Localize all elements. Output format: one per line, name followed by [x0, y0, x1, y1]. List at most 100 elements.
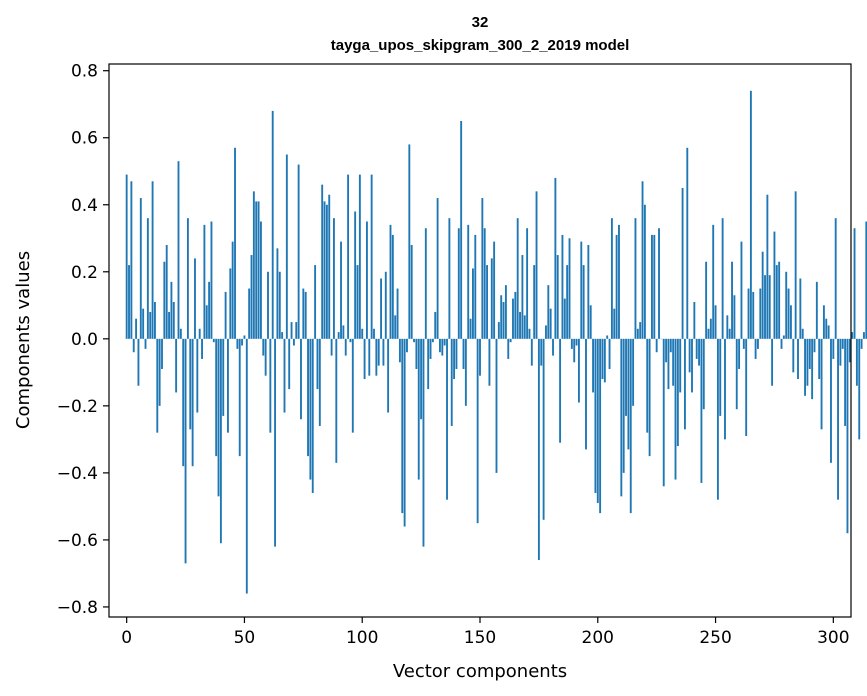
bar: [222, 338, 225, 416]
bar: [773, 231, 776, 339]
bar: [735, 338, 738, 410]
bar: [311, 338, 314, 493]
bar: [540, 338, 543, 366]
bar: [707, 328, 710, 339]
bar: [413, 338, 415, 343]
bar: [530, 338, 533, 366]
bar: [349, 338, 352, 343]
bar: [170, 281, 173, 339]
bar: [782, 335, 785, 339]
bar: [832, 338, 835, 359]
y-tick-label: 0.2: [71, 263, 98, 283]
bar: [740, 241, 743, 339]
bar: [330, 338, 333, 356]
bar: [519, 312, 521, 339]
x-tick-label: 100: [346, 628, 378, 648]
bar: [749, 90, 752, 339]
bar: [738, 338, 741, 369]
bar: [691, 338, 693, 393]
bar: [217, 338, 220, 497]
bar: [695, 338, 698, 359]
bar: [848, 338, 851, 363]
bar: [674, 338, 677, 480]
bar: [415, 338, 418, 369]
bar: [811, 338, 814, 400]
bar: [792, 338, 795, 373]
bar: [514, 291, 517, 339]
bar: [830, 338, 832, 463]
bar: [356, 265, 359, 339]
bar: [655, 338, 658, 353]
bar: [161, 338, 163, 369]
bar: [297, 164, 300, 339]
bar: [806, 338, 809, 386]
bar: [603, 338, 606, 383]
bar: [231, 241, 234, 339]
bar: [509, 338, 512, 343]
bar: [142, 308, 145, 339]
y-tick-label: 0.4: [71, 196, 98, 216]
bar: [460, 120, 463, 339]
bar: [709, 318, 712, 339]
bar: [561, 234, 564, 339]
bar: [328, 194, 331, 339]
bar: [512, 298, 514, 339]
bar: [639, 322, 642, 339]
bar: [384, 271, 387, 339]
bar: [764, 275, 766, 339]
bar: [201, 338, 203, 359]
bar: [865, 221, 867, 339]
bar: [363, 338, 366, 380]
bar: [837, 338, 839, 500]
bar: [667, 338, 670, 390]
bar: [283, 338, 286, 413]
y-tick-label: −0.2: [57, 397, 98, 417]
bar: [834, 218, 837, 339]
bar: [471, 268, 474, 339]
bar: [210, 221, 213, 339]
bar: [651, 234, 653, 339]
plot-frame: [108, 63, 852, 618]
bar: [422, 338, 425, 547]
bar: [766, 194, 769, 339]
bar: [434, 312, 437, 339]
bar: [594, 338, 597, 493]
bar: [488, 338, 491, 386]
bar: [450, 338, 453, 426]
x-tick-label: 200: [582, 628, 614, 648]
bar: [441, 338, 444, 356]
bar: [846, 338, 849, 534]
bar: [542, 338, 545, 520]
bar: [813, 338, 816, 353]
bar: [238, 338, 241, 457]
bar: [215, 338, 218, 457]
bar: [615, 234, 618, 339]
bar: [752, 291, 755, 339]
bar: [636, 328, 639, 339]
bar: [446, 338, 448, 500]
bar: [262, 338, 265, 356]
y-tick-label: 0.8: [71, 62, 98, 82]
bar: [634, 218, 637, 339]
bar: [165, 244, 168, 339]
bar: [754, 338, 757, 359]
bar: [641, 181, 644, 339]
bar: [771, 338, 774, 386]
bar: [658, 228, 660, 339]
bar: [853, 228, 856, 339]
bar: [365, 221, 368, 339]
bar: [391, 234, 394, 339]
y-axis-ticks: −0.8 −0.6 −0.4 −0.2 0.0 0.2 0.4 0.6 0.8: [57, 62, 109, 618]
bar: [135, 318, 138, 339]
bar: [212, 338, 215, 343]
bar: [566, 265, 569, 339]
bar: [403, 338, 406, 527]
x-tick-label: 250: [699, 628, 731, 648]
bar: [700, 338, 703, 483]
bar: [844, 338, 847, 426]
y-tick-label: −0.8: [57, 598, 98, 618]
bar: [342, 325, 345, 339]
bar: [728, 328, 731, 339]
bar: [439, 338, 441, 353]
bar: [184, 338, 187, 564]
